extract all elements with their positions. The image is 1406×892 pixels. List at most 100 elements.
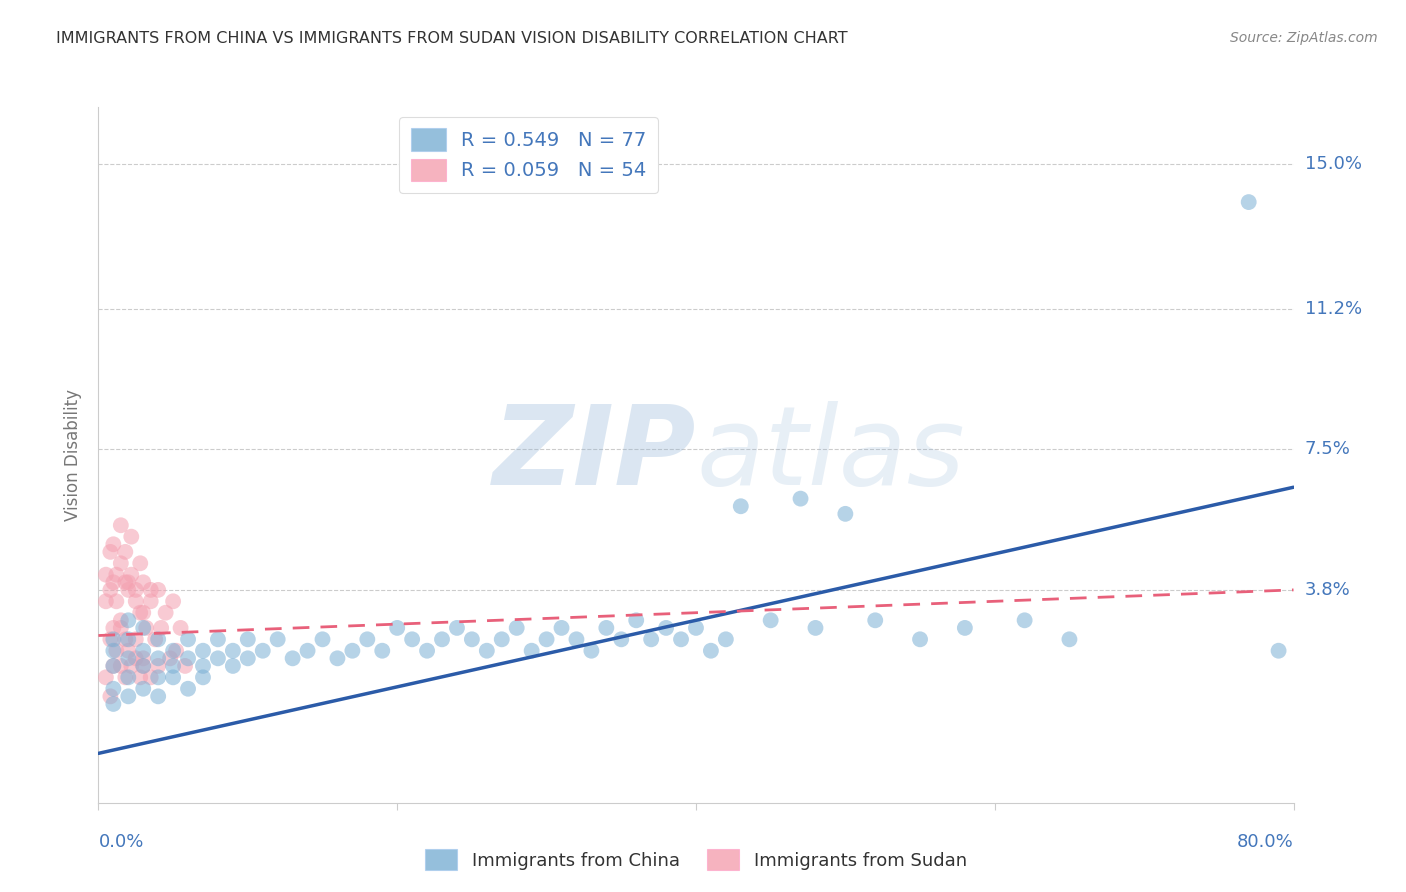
Point [117, 670, 139, 684]
Point [125, 582, 148, 597]
Point [655, 621, 678, 635]
Point [169, 621, 191, 635]
Point [1014, 613, 1036, 627]
Point [1237, 195, 1260, 210]
Text: 80.0%: 80.0% [1237, 833, 1294, 851]
Point [730, 500, 752, 514]
Point [700, 644, 723, 658]
Text: atlas: atlas [696, 401, 965, 508]
Point [132, 651, 155, 665]
Point [356, 632, 378, 647]
Point [536, 632, 558, 647]
Point [565, 632, 588, 647]
Point [150, 621, 173, 635]
Text: IMMIGRANTS FROM CHINA VS IMMIGRANTS FROM SUDAN VISION DISABILITY CORRELATION CHA: IMMIGRANTS FROM CHINA VS IMMIGRANTS FROM… [56, 31, 848, 46]
Point [155, 606, 177, 620]
Point [1059, 632, 1081, 647]
Point [371, 644, 394, 658]
Point [953, 621, 976, 635]
Point [120, 659, 142, 673]
Point [110, 659, 132, 673]
Point [461, 632, 484, 647]
Point [207, 632, 229, 647]
Point [125, 632, 148, 647]
Point [550, 621, 572, 635]
Point [103, 659, 125, 673]
Point [135, 621, 157, 635]
Point [132, 575, 155, 590]
Point [610, 632, 633, 647]
Point [114, 670, 136, 684]
Point [98, 632, 122, 647]
Point [117, 690, 139, 704]
Point [148, 659, 170, 673]
Point [139, 594, 162, 608]
Y-axis label: Vision Disability: Vision Disability [65, 389, 83, 521]
Point [105, 567, 128, 582]
Point [114, 632, 136, 647]
Point [103, 537, 125, 551]
Point [191, 670, 214, 684]
Point [669, 632, 692, 647]
Point [103, 681, 125, 696]
Point [342, 644, 364, 658]
Point [110, 621, 132, 635]
Point [148, 651, 170, 665]
Point [103, 621, 125, 635]
Point [114, 575, 136, 590]
Point [236, 651, 259, 665]
Point [191, 644, 214, 658]
Point [162, 644, 184, 658]
Text: 15.0%: 15.0% [1305, 155, 1361, 173]
Text: ZIP: ZIP [492, 401, 696, 508]
Point [252, 644, 274, 658]
Point [804, 621, 827, 635]
Point [685, 621, 707, 635]
Text: Source: ZipAtlas.com: Source: ZipAtlas.com [1230, 31, 1378, 45]
Point [281, 651, 304, 665]
Point [624, 613, 647, 627]
Point [834, 507, 856, 521]
Point [110, 556, 132, 570]
Point [222, 659, 245, 673]
Point [177, 651, 200, 665]
Point [714, 632, 737, 647]
Point [191, 659, 214, 673]
Point [430, 632, 453, 647]
Point [297, 644, 319, 658]
Point [595, 621, 617, 635]
Point [222, 644, 245, 658]
Point [446, 621, 468, 635]
Point [98, 545, 122, 559]
Point [94, 594, 117, 608]
Point [125, 594, 148, 608]
Point [117, 651, 139, 665]
Point [162, 670, 184, 684]
Point [132, 681, 155, 696]
Point [520, 644, 543, 658]
Point [174, 659, 197, 673]
Point [311, 632, 333, 647]
Point [132, 621, 155, 635]
Point [129, 670, 152, 684]
Point [120, 567, 142, 582]
Point [94, 670, 117, 684]
Text: 0.0%: 0.0% [98, 833, 143, 851]
Point [506, 621, 529, 635]
Point [162, 594, 184, 608]
Point [148, 670, 170, 684]
Point [207, 651, 229, 665]
Point [326, 651, 349, 665]
Point [177, 681, 200, 696]
Point [94, 567, 117, 582]
Point [148, 690, 170, 704]
Point [103, 659, 125, 673]
Point [132, 659, 155, 673]
Point [117, 644, 139, 658]
Point [125, 651, 148, 665]
Point [117, 575, 139, 590]
Point [236, 632, 259, 647]
Point [1267, 644, 1289, 658]
Point [132, 659, 155, 673]
Point [165, 644, 187, 658]
